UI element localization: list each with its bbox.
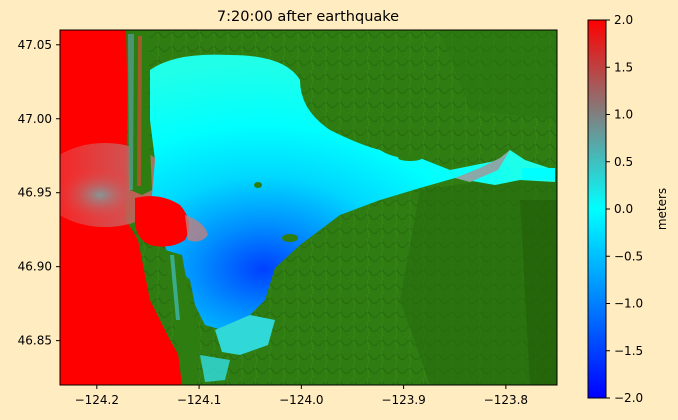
south-tidal-flats <box>215 315 275 355</box>
colorbar-tick-label: 1.5 <box>614 60 633 74</box>
y-tick-label: 46.95 <box>18 186 52 200</box>
y-tick-label: 47.05 <box>18 38 52 52</box>
y-tick-label: 47.00 <box>18 112 52 126</box>
map-title: 7:20:00 after earthquake <box>217 9 399 25</box>
ocean <box>60 30 196 385</box>
y-tick-label: 46.90 <box>18 260 52 274</box>
colorbar-tick-label: −1.5 <box>614 344 643 358</box>
colorbar-label: meters <box>655 188 669 230</box>
colorbar-tick-label: −2.0 <box>614 391 643 405</box>
y-axis-ticks: 47.05 47.00 46.95 46.90 46.85 <box>18 38 60 348</box>
ridge-shading <box>400 170 557 385</box>
inlet-surge <box>135 196 189 247</box>
x-tick-label: −123.8 <box>484 393 528 407</box>
chehalis-river <box>455 150 510 182</box>
x-tick-label: −123.9 <box>381 393 425 407</box>
x-tick-label: −124.0 <box>279 393 323 407</box>
colorbar-tick-label: −1.0 <box>614 297 643 311</box>
colorbar-tick-label: 2.0 <box>614 13 633 27</box>
colorbar-ticks: 2.0 1.5 1.0 0.5 0.0 −0.5 −1.0 −1.5 −2.0 <box>606 13 643 405</box>
x-tick-label: −124.1 <box>177 393 221 407</box>
colorbar-tick-label: 0.5 <box>614 155 633 169</box>
grays-harbor-bay <box>150 54 555 331</box>
colorbar-tick-label: 1.0 <box>614 108 633 122</box>
axes-frame <box>59 29 558 386</box>
map-area <box>60 30 557 385</box>
x-tick-label: −124.2 <box>75 393 119 407</box>
river-end <box>522 168 555 180</box>
x-axis-ticks: −124.2 −124.1 −124.0 −123.9 −123.8 <box>75 385 528 407</box>
colorbar-gradient <box>587 19 607 399</box>
colorbar-tick-label: 0.0 <box>614 202 633 216</box>
y-tick-label: 46.85 <box>18 334 52 348</box>
colorbar-tick-label: −0.5 <box>614 249 643 263</box>
